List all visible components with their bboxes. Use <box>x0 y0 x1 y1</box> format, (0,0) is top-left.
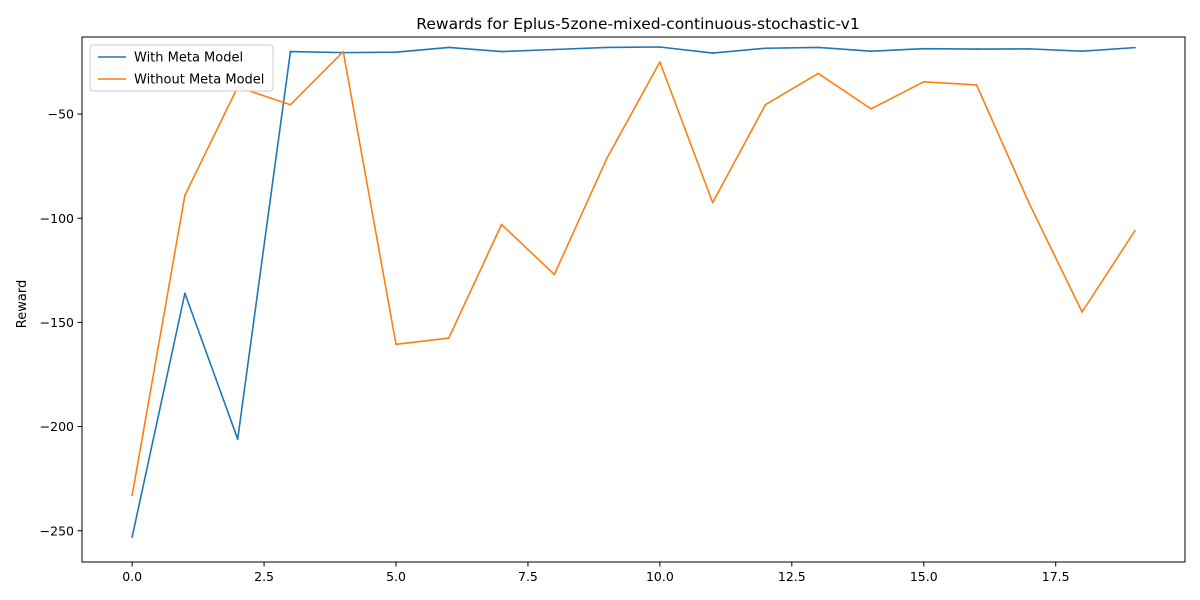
data-point <box>870 50 872 53</box>
y-tick-label: −50 <box>48 107 74 122</box>
data-point <box>658 46 661 48</box>
chart-title: Rewards for Eplus-5zone-mixed-continuous… <box>416 15 859 33</box>
data-point <box>922 80 925 83</box>
x-tick-label: 7.5 <box>518 569 538 584</box>
data-point <box>184 194 186 197</box>
x-tick-label: 15.0 <box>910 569 938 584</box>
data-point <box>975 48 978 50</box>
y-tick-label: −100 <box>40 211 74 226</box>
data-point <box>711 201 714 204</box>
series-line-1 <box>131 46 1135 538</box>
series-layer <box>131 46 1136 538</box>
data-point <box>1081 50 1083 53</box>
data-point <box>553 48 556 51</box>
data-point <box>342 50 345 53</box>
y-tick-label: −200 <box>40 419 74 434</box>
y-tick-label: −150 <box>40 315 74 330</box>
axes-layer: 0.0 2.5 5.0 7.5 10.0 12.5 15.0 17.5 −250 −200 −150… <box>40 36 1186 584</box>
x-tick-label: 5.0 <box>386 569 406 584</box>
data-point <box>395 343 397 346</box>
data-point <box>870 107 872 110</box>
data-point <box>817 72 820 75</box>
legend-label: With Meta Model <box>134 51 243 66</box>
data-point <box>289 103 292 106</box>
data-point <box>131 494 134 497</box>
data-point <box>975 84 978 86</box>
axes-frame <box>81 36 1186 563</box>
data-point <box>1133 229 1136 232</box>
data-point <box>447 46 450 49</box>
x-tick-label: 0.0 <box>122 569 142 584</box>
data-point <box>131 536 134 538</box>
data-point <box>184 292 186 295</box>
y-axis-label: Reward <box>15 280 30 328</box>
data-point <box>711 52 714 54</box>
legend: With Meta Model Without Meta Model <box>89 44 274 92</box>
data-point <box>500 223 503 226</box>
series-line-2 <box>131 50 1136 496</box>
x-tick-label: 10.0 <box>646 569 674 584</box>
data-point <box>395 51 397 54</box>
data-point <box>922 47 925 50</box>
y-tick-label: −250 <box>40 523 74 538</box>
x-tick-label: 17.5 <box>1042 569 1070 584</box>
data-point <box>817 46 820 49</box>
data-point <box>606 46 609 49</box>
data-point <box>500 50 503 53</box>
data-point <box>289 50 292 53</box>
x-tick-label: 2.5 <box>254 569 274 584</box>
data-point <box>1028 202 1031 205</box>
data-point <box>606 156 609 159</box>
data-point <box>1133 46 1136 49</box>
data-point <box>236 438 239 440</box>
data-point <box>764 103 767 106</box>
data-point <box>447 337 450 339</box>
legend-label: Without Meta Model <box>134 73 264 88</box>
data-point <box>553 273 556 276</box>
data-point <box>1081 311 1083 313</box>
legend-box <box>89 44 274 92</box>
data-point <box>658 61 661 63</box>
x-tick-label: 12.5 <box>778 569 806 584</box>
data-point <box>1028 47 1031 50</box>
data-point <box>764 47 767 50</box>
